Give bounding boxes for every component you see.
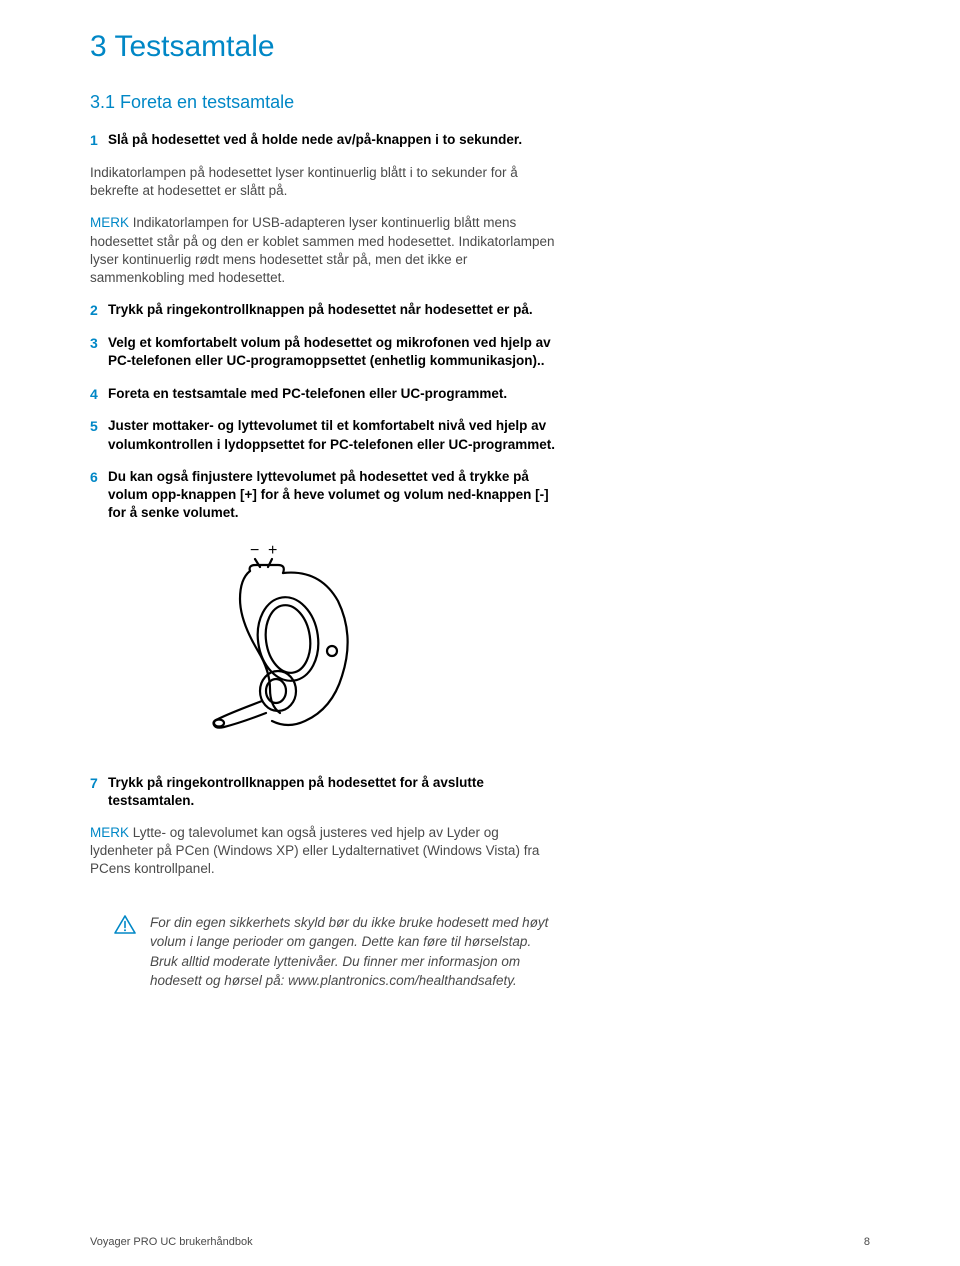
headset-svg: − + xyxy=(210,541,380,741)
step-6: 6 Du kan også finjustere lyttevolumet på… xyxy=(90,468,560,523)
step-text: Juster mottaker- og lyttevolumet til et … xyxy=(108,417,560,453)
note-label: MERK xyxy=(90,825,129,840)
note-1: MERK Indikatorlampen for USB-adapteren l… xyxy=(90,214,560,287)
step-number: 3 xyxy=(90,334,108,370)
note-2: MERK Lytte- og talevolumet kan også just… xyxy=(90,824,560,879)
note-before-merk: Indikatorlampen på hodesettet lyser kont… xyxy=(90,164,560,200)
footer-page-number: 8 xyxy=(864,1236,870,1248)
headset-illustration: − + xyxy=(210,541,560,746)
step-text: Slå på hodesettet ved å holde nede av/på… xyxy=(108,131,522,150)
warning-block: For din egen sikkerhets skyld bør du ikk… xyxy=(90,913,560,991)
step-2: 2 Trykk på ringekontrollknappen på hodes… xyxy=(90,301,560,320)
step-5: 5 Juster mottaker- og lyttevolumet til e… xyxy=(90,417,560,453)
step-text: Velg et komfortabelt volum på hodesettet… xyxy=(108,334,560,370)
step-number: 6 xyxy=(90,468,108,523)
step-4: 4 Foreta en testsamtale med PC-telefonen… xyxy=(90,385,560,404)
step-number: 4 xyxy=(90,385,108,404)
step-text: Trykk på ringekontrollknappen på hodeset… xyxy=(108,301,533,320)
note-1-text: Indikatorlampen for USB-adapteren lyser … xyxy=(90,215,555,285)
footer-left: Voyager PRO UC brukerhåndbok xyxy=(90,1236,253,1248)
warning-icon xyxy=(114,915,136,991)
svg-text:−: − xyxy=(250,542,259,559)
step-text: Du kan også finjustere lyttevolumet på h… xyxy=(108,468,560,523)
note-2-text: Lytte- og talevolumet kan også justeres … xyxy=(90,825,539,876)
step-text: Trykk på ringekontrollknappen på hodeset… xyxy=(108,774,560,810)
page-footer: Voyager PRO UC brukerhåndbok 8 xyxy=(90,1236,870,1248)
step-number: 1 xyxy=(90,131,108,150)
section-title: 3.1 Foreta en testsamtale xyxy=(90,92,560,113)
warning-text: For din egen sikkerhets skyld bør du ikk… xyxy=(150,913,560,991)
svg-text:+: + xyxy=(268,542,277,559)
note-label: MERK xyxy=(90,215,129,230)
step-3: 3 Velg et komfortabelt volum på hodesett… xyxy=(90,334,560,370)
step-text: Foreta en testsamtale med PC-telefonen e… xyxy=(108,385,507,404)
step-1: 1 Slå på hodesettet ved å holde nede av/… xyxy=(90,131,560,150)
step-7: 7 Trykk på ringekontrollknappen på hodes… xyxy=(90,774,560,810)
page-title: 3 Testsamtale xyxy=(90,30,870,64)
step-number: 5 xyxy=(90,417,108,453)
step-number: 2 xyxy=(90,301,108,320)
step-number: 7 xyxy=(90,774,108,810)
main-content: 3.1 Foreta en testsamtale 1 Slå på hodes… xyxy=(90,92,560,991)
